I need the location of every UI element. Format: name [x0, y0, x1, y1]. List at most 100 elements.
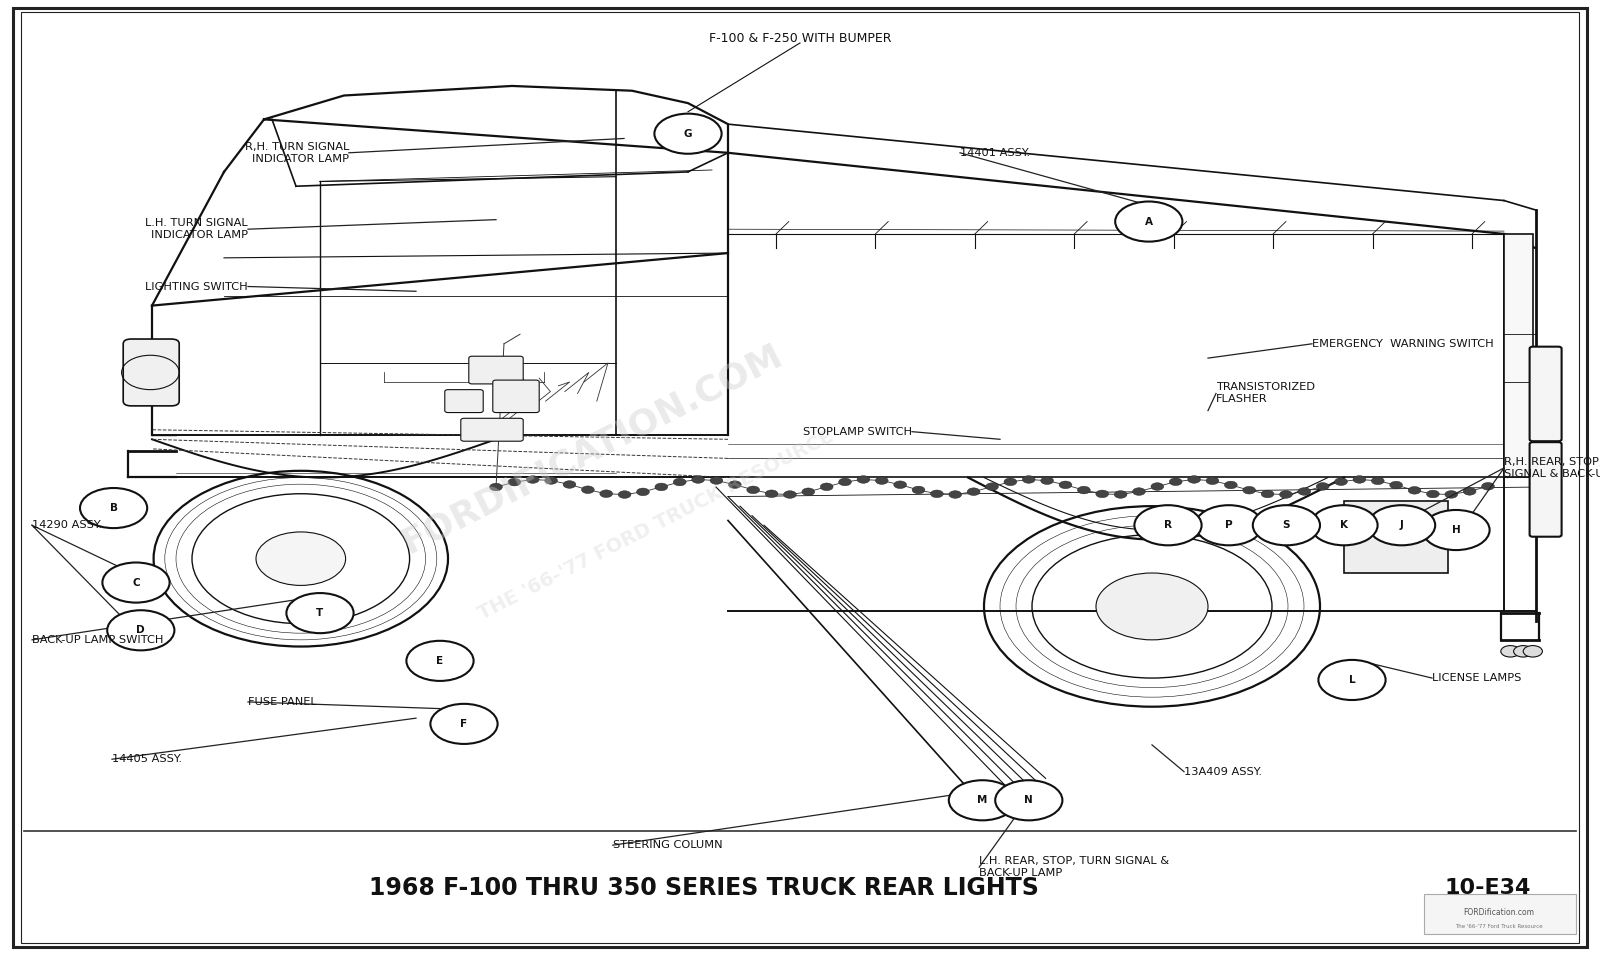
Text: 10-E34: 10-E34	[1445, 879, 1531, 898]
Text: FORDIFICATION.COM: FORDIFICATION.COM	[395, 338, 789, 560]
Text: FORDification.com: FORDification.com	[1464, 908, 1534, 918]
Text: The '66-'77 Ford Truck Resource: The '66-'77 Ford Truck Resource	[1456, 923, 1542, 929]
Circle shape	[858, 476, 870, 483]
Circle shape	[1514, 646, 1533, 657]
Text: 13A409 ASSY.: 13A409 ASSY.	[1184, 767, 1262, 776]
Circle shape	[80, 488, 147, 528]
Circle shape	[1427, 490, 1440, 498]
Text: T: T	[317, 608, 323, 618]
Circle shape	[1195, 505, 1262, 545]
Circle shape	[821, 483, 834, 491]
Circle shape	[526, 476, 539, 483]
Text: LIGHTING SWITCH: LIGHTING SWITCH	[146, 282, 248, 291]
Circle shape	[1445, 491, 1458, 499]
Circle shape	[1318, 660, 1386, 700]
Text: THE '66-'77 FORD TRUCK RESOURCE: THE '66-'77 FORD TRUCK RESOURCE	[475, 427, 837, 624]
Circle shape	[286, 593, 354, 633]
Circle shape	[581, 486, 594, 494]
Circle shape	[1261, 490, 1274, 498]
Circle shape	[1134, 505, 1202, 545]
Circle shape	[430, 704, 498, 744]
Circle shape	[654, 114, 722, 154]
Text: F-100 & F-250 WITH BUMPER: F-100 & F-250 WITH BUMPER	[709, 32, 891, 45]
Circle shape	[544, 477, 557, 484]
Text: LICENSE LAMPS: LICENSE LAMPS	[1432, 673, 1522, 683]
FancyBboxPatch shape	[461, 418, 523, 441]
Text: L.H. TURN SIGNAL
INDICATOR LAMP: L.H. TURN SIGNAL INDICATOR LAMP	[146, 218, 248, 241]
Circle shape	[102, 562, 170, 603]
Circle shape	[1077, 486, 1090, 494]
Circle shape	[765, 490, 778, 498]
Text: L.H. REAR, STOP, TURN SIGNAL &
BACK-UP LAMP: L.H. REAR, STOP, TURN SIGNAL & BACK-UP L…	[979, 856, 1170, 879]
Circle shape	[1243, 486, 1256, 494]
Circle shape	[563, 480, 576, 488]
Circle shape	[1408, 486, 1421, 494]
Circle shape	[1368, 505, 1435, 545]
Circle shape	[875, 477, 888, 484]
Circle shape	[256, 532, 346, 585]
Text: E: E	[437, 656, 443, 666]
Text: S: S	[1283, 520, 1290, 530]
Text: K: K	[1341, 520, 1347, 530]
FancyBboxPatch shape	[445, 390, 483, 413]
Circle shape	[949, 491, 962, 499]
Circle shape	[507, 478, 520, 486]
Bar	[1504, 234, 1533, 478]
Circle shape	[1224, 481, 1237, 489]
Circle shape	[1187, 476, 1200, 483]
Text: EMERGENCY  WARNING SWITCH: EMERGENCY WARNING SWITCH	[1312, 339, 1494, 349]
Circle shape	[1253, 505, 1320, 545]
Circle shape	[107, 610, 174, 650]
Circle shape	[1150, 482, 1163, 490]
Circle shape	[1310, 505, 1378, 545]
Circle shape	[710, 477, 723, 484]
Circle shape	[1133, 488, 1146, 496]
Text: 1968 F-100 THRU 350 SERIES TRUCK REAR LIGHTS: 1968 F-100 THRU 350 SERIES TRUCK REAR LI…	[370, 876, 1038, 901]
Circle shape	[1422, 510, 1490, 550]
Circle shape	[1096, 573, 1208, 640]
Circle shape	[1334, 478, 1347, 485]
Text: C: C	[133, 578, 139, 587]
Circle shape	[406, 641, 474, 681]
Circle shape	[1115, 202, 1182, 242]
Circle shape	[1022, 476, 1035, 483]
Text: STEERING COLUMN: STEERING COLUMN	[613, 840, 723, 850]
Text: B: B	[109, 503, 118, 513]
Text: D: D	[136, 626, 146, 635]
Circle shape	[1298, 488, 1310, 496]
Text: A: A	[1146, 217, 1152, 226]
Circle shape	[1114, 491, 1126, 499]
Circle shape	[1390, 481, 1403, 489]
Circle shape	[1371, 477, 1384, 484]
Text: R,H. REAR, STOP, TURN
SIGNAL & BACK-UP LAMP: R,H. REAR, STOP, TURN SIGNAL & BACK-UP L…	[1504, 456, 1600, 479]
Circle shape	[600, 490, 613, 498]
Circle shape	[637, 488, 650, 496]
Circle shape	[931, 490, 944, 498]
Circle shape	[995, 780, 1062, 820]
Text: R: R	[1165, 520, 1171, 530]
Bar	[1344, 501, 1448, 573]
Circle shape	[1482, 482, 1494, 490]
Text: R,H. TURN SIGNAL
INDICATOR LAMP: R,H. TURN SIGNAL INDICATOR LAMP	[245, 141, 349, 164]
FancyBboxPatch shape	[1530, 347, 1562, 441]
Circle shape	[1523, 646, 1542, 657]
Circle shape	[912, 486, 925, 494]
Text: P: P	[1226, 520, 1232, 530]
Circle shape	[674, 478, 686, 486]
Circle shape	[1354, 476, 1366, 483]
Circle shape	[728, 480, 741, 488]
Circle shape	[894, 481, 907, 489]
Text: J: J	[1400, 520, 1403, 530]
Text: BACK-UP LAMP SWITCH: BACK-UP LAMP SWITCH	[32, 635, 163, 645]
Text: L: L	[1349, 675, 1355, 685]
FancyBboxPatch shape	[493, 380, 539, 413]
Circle shape	[1170, 478, 1182, 485]
Circle shape	[654, 483, 667, 491]
Circle shape	[618, 491, 630, 499]
Circle shape	[1317, 482, 1330, 490]
Text: F: F	[461, 719, 467, 729]
Circle shape	[1040, 477, 1053, 484]
Circle shape	[490, 483, 502, 491]
Text: N: N	[1024, 796, 1034, 805]
Circle shape	[949, 780, 1016, 820]
